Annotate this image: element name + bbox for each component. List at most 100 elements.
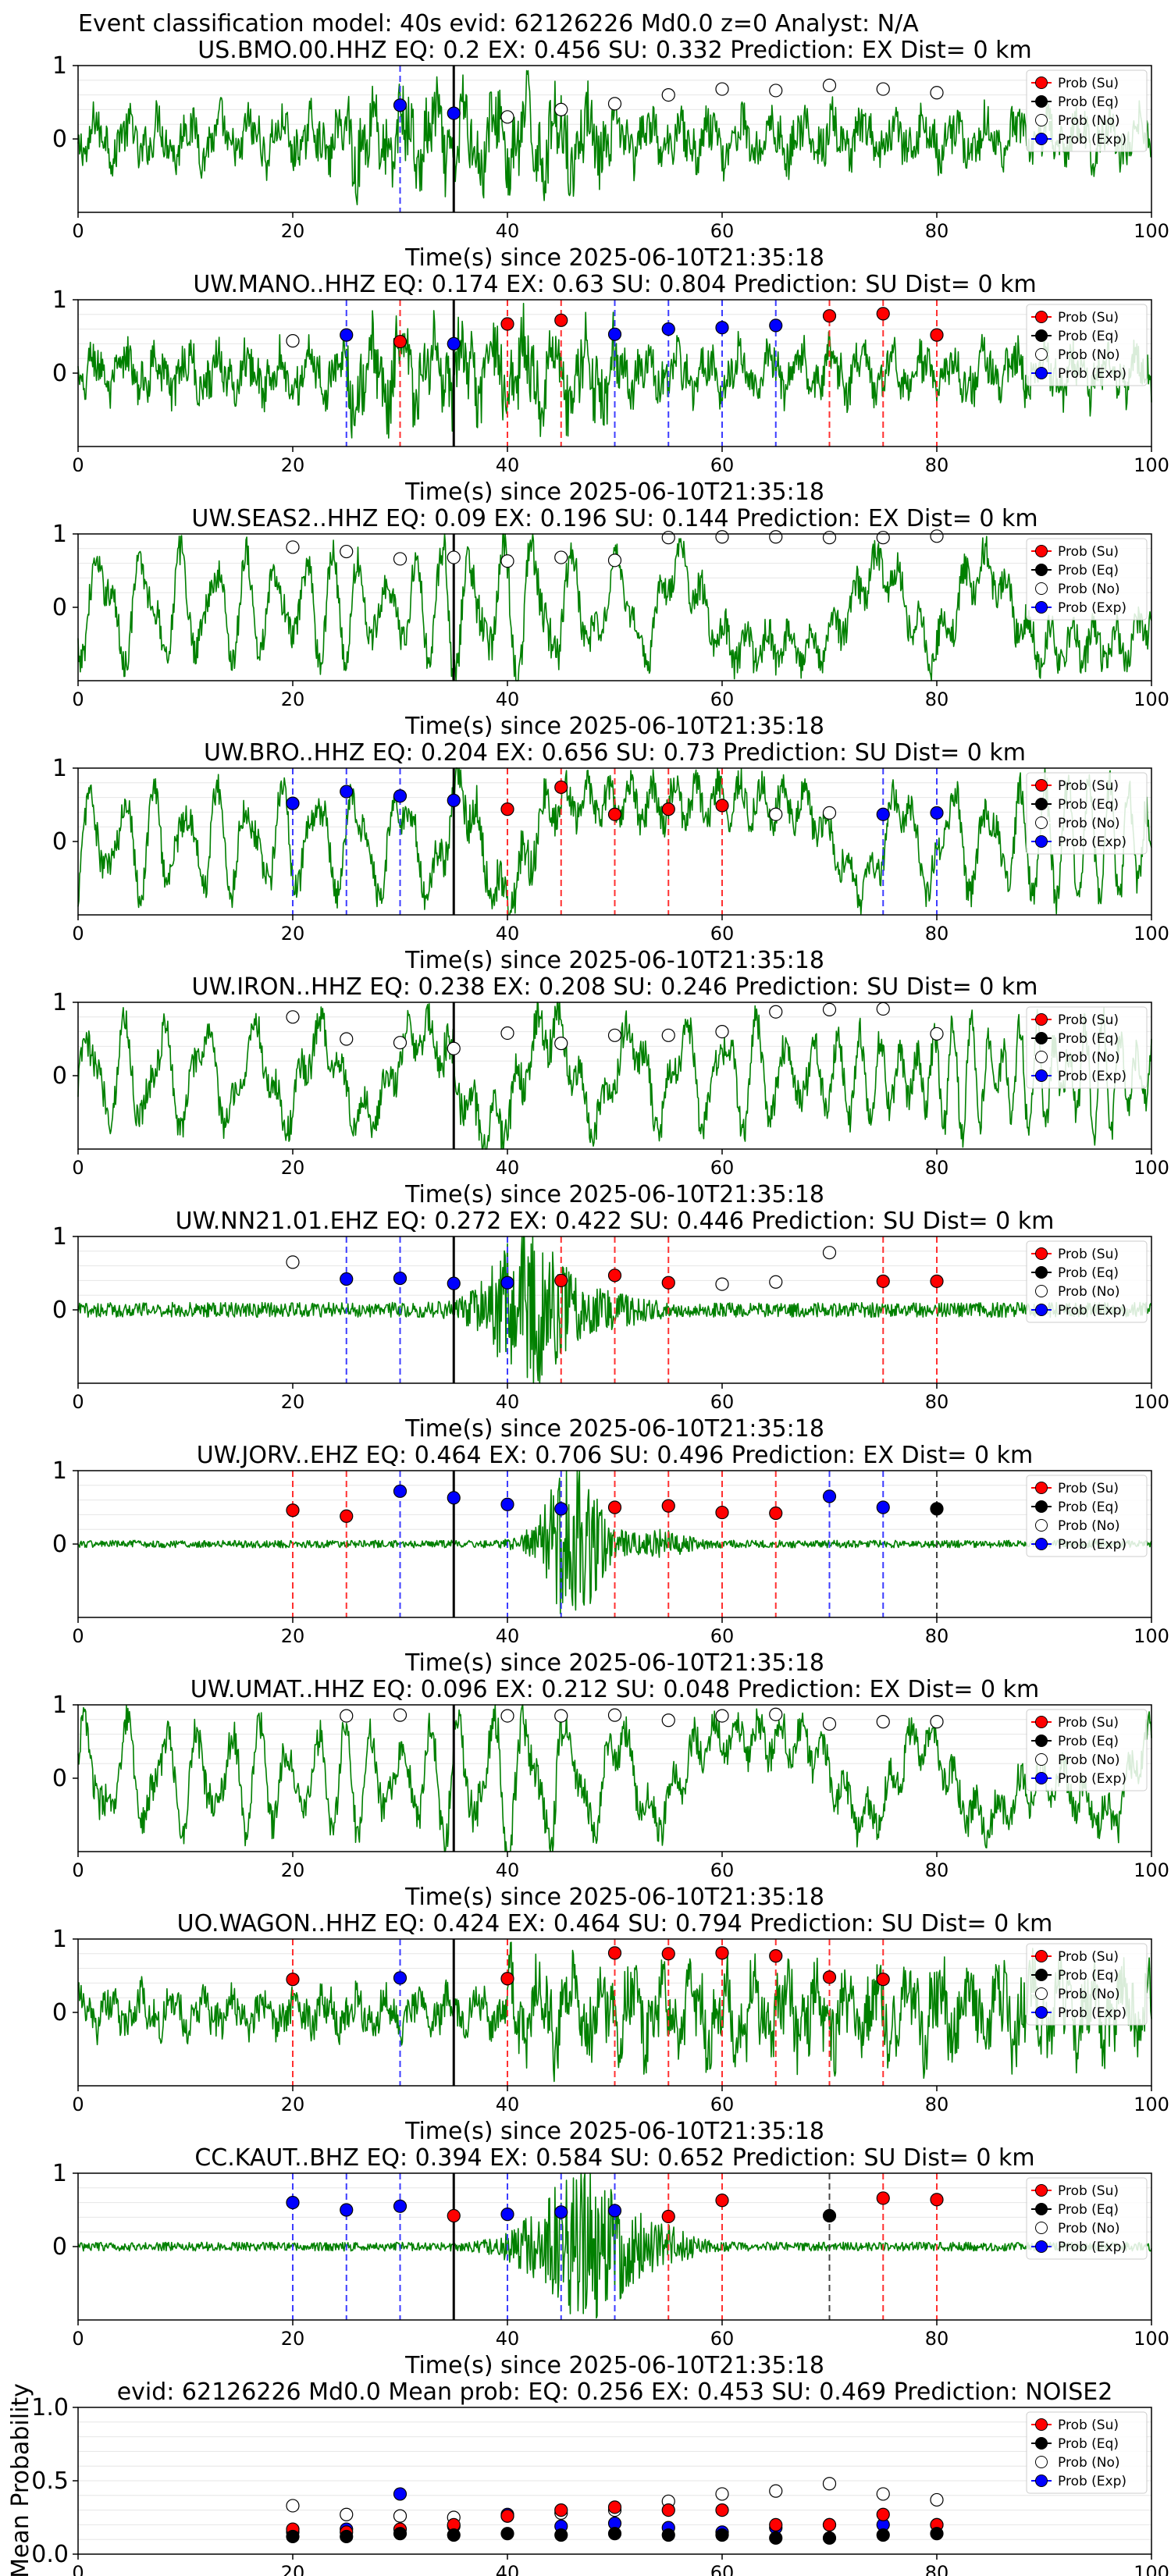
legend-marker-eq (1035, 1266, 1048, 1279)
mean-prob-marker (661, 2503, 675, 2517)
prob-marker (607, 807, 622, 821)
prob-marker (930, 1274, 944, 1288)
prob-marker (822, 2208, 837, 2223)
x-tick-label: 100 (1134, 2094, 1169, 2115)
panel-title: UW.JORV..EHZ EQ: 0.464 EX: 0.706 SU: 0.4… (197, 1442, 1033, 1469)
y-tick-label: 1 (52, 2160, 67, 2187)
chart-panel: UW.UMAT..HHZ EQ: 0.096 EX: 0.212 SU: 0.0… (52, 1676, 1169, 1911)
prob-marker (661, 1713, 675, 1727)
x-tick-label: 80 (925, 1625, 949, 1647)
legend-marker-no (1035, 1753, 1048, 1766)
x-tick-label: 100 (1134, 2562, 1169, 2576)
x-tick-label: 0 (72, 1859, 84, 1881)
mean-prob-marker (554, 2528, 568, 2542)
legend-marker-su (1035, 2184, 1048, 2197)
prob-marker (500, 1026, 514, 1041)
legend-label-exp: Prob (Exp) (1058, 132, 1127, 148)
prob-marker (500, 1276, 514, 1290)
legend-label-exp: Prob (Exp) (1058, 1303, 1127, 1318)
x-tick-label: 100 (1134, 220, 1169, 242)
prob-marker (876, 1500, 890, 1514)
chart-panel: UW.JORV..EHZ EQ: 0.464 EX: 0.706 SU: 0.4… (52, 1442, 1169, 1677)
prob-marker (876, 2191, 890, 2205)
x-tick-label: 60 (710, 1625, 735, 1647)
legend-label-eq: Prob (Eq) (1058, 94, 1119, 110)
x-tick-label: 60 (710, 923, 735, 945)
x-tick-label: 0 (72, 1157, 84, 1179)
mean-prob-marker (769, 2517, 783, 2532)
legend-label-eq: Prob (Eq) (1058, 2202, 1119, 2218)
prob-marker (822, 1717, 837, 1731)
legend-marker-su (1035, 311, 1048, 323)
y-tick-label: 1 (52, 521, 67, 548)
y-tick-label: 1.0 (31, 2394, 69, 2421)
x-tick-label: 80 (925, 1859, 949, 1881)
y-tick-label: 0.5 (31, 2467, 69, 2495)
prob-marker (340, 2203, 354, 2217)
x-tick-label: 0 (72, 220, 84, 242)
x-tick-label: 80 (925, 2328, 949, 2350)
mean-prob-marker (447, 2528, 461, 2542)
prob-marker (715, 1946, 729, 1960)
prob-marker (930, 328, 944, 342)
x-axis-label: Time(s) since 2025-06-10T21:35:18 (404, 713, 824, 740)
legend-marker-no (1035, 582, 1048, 595)
x-tick-label: 60 (710, 2094, 735, 2115)
legend-marker-exp (1035, 1304, 1048, 1316)
legend-label-eq: Prob (Eq) (1058, 2436, 1119, 2452)
prob-marker (607, 97, 622, 111)
prob-marker (554, 780, 568, 795)
prob-marker (661, 1947, 675, 1961)
x-tick-label: 20 (281, 220, 305, 242)
legend-marker-exp (1035, 601, 1048, 614)
legend-box (1026, 1240, 1148, 1323)
legend-marker-exp (1035, 2240, 1048, 2253)
x-axis-label: Time(s) since 2025-06-10T21:35:18 (404, 1415, 824, 1443)
y-tick-label: 0 (52, 594, 67, 621)
mean-prob-marker (554, 2503, 568, 2517)
prob-marker (286, 1973, 300, 1987)
prob-marker (447, 2208, 461, 2223)
mean-prob-marker (500, 2527, 514, 2541)
legend-marker-su (1035, 1482, 1048, 1494)
prob-marker (554, 1037, 568, 1051)
prob-marker (340, 1272, 354, 1286)
prob-marker (447, 793, 461, 807)
legend-box (1026, 1475, 1148, 1557)
x-axis-label: Time(s) since 2025-06-10T21:35:18 (404, 1649, 824, 1677)
legend-marker-no (1035, 817, 1048, 829)
legend-marker-exp (1035, 133, 1048, 145)
chart-panel: CC.KAUT..BHZ EQ: 0.394 EX: 0.584 SU: 0.6… (52, 2144, 1169, 2379)
x-axis-label: Time(s) since 2025-06-10T21:35:18 (404, 1884, 824, 1911)
mean-prob-marker (607, 2527, 622, 2541)
prob-marker (500, 1709, 514, 1723)
prob-marker (930, 1026, 944, 1041)
legend-marker-su (1035, 1950, 1048, 1962)
legend-marker-exp (1035, 2475, 1048, 2487)
prob-marker (930, 1502, 944, 1516)
mean-prob-marker (769, 2531, 783, 2545)
prob-marker (286, 2196, 300, 2210)
legend-marker-su (1035, 1716, 1048, 1728)
mean-prob-marker (340, 2507, 354, 2521)
mean-prob-marker (607, 2500, 622, 2514)
prob-marker (500, 1497, 514, 1511)
prob-marker (500, 1972, 514, 1986)
prob-marker (447, 1491, 461, 1505)
prob-marker (607, 1708, 622, 1722)
prob-marker (500, 110, 514, 124)
legend-marker-eq (1035, 798, 1048, 810)
prob-marker (876, 531, 890, 545)
legend-box (1026, 2177, 1148, 2260)
prob-marker (554, 1709, 568, 1723)
x-tick-label: 100 (1134, 923, 1169, 945)
y-tick-label: 1 (52, 1457, 67, 1485)
x-tick-label: 40 (496, 2328, 520, 2350)
prob-marker (554, 313, 568, 327)
prob-marker (876, 1002, 890, 1016)
y-axis-label: Mean Probability (7, 2383, 34, 2576)
x-tick-label: 0 (72, 2328, 84, 2350)
legend-label-no: Prob (No) (1058, 1752, 1120, 1768)
prob-marker (661, 1276, 675, 1290)
